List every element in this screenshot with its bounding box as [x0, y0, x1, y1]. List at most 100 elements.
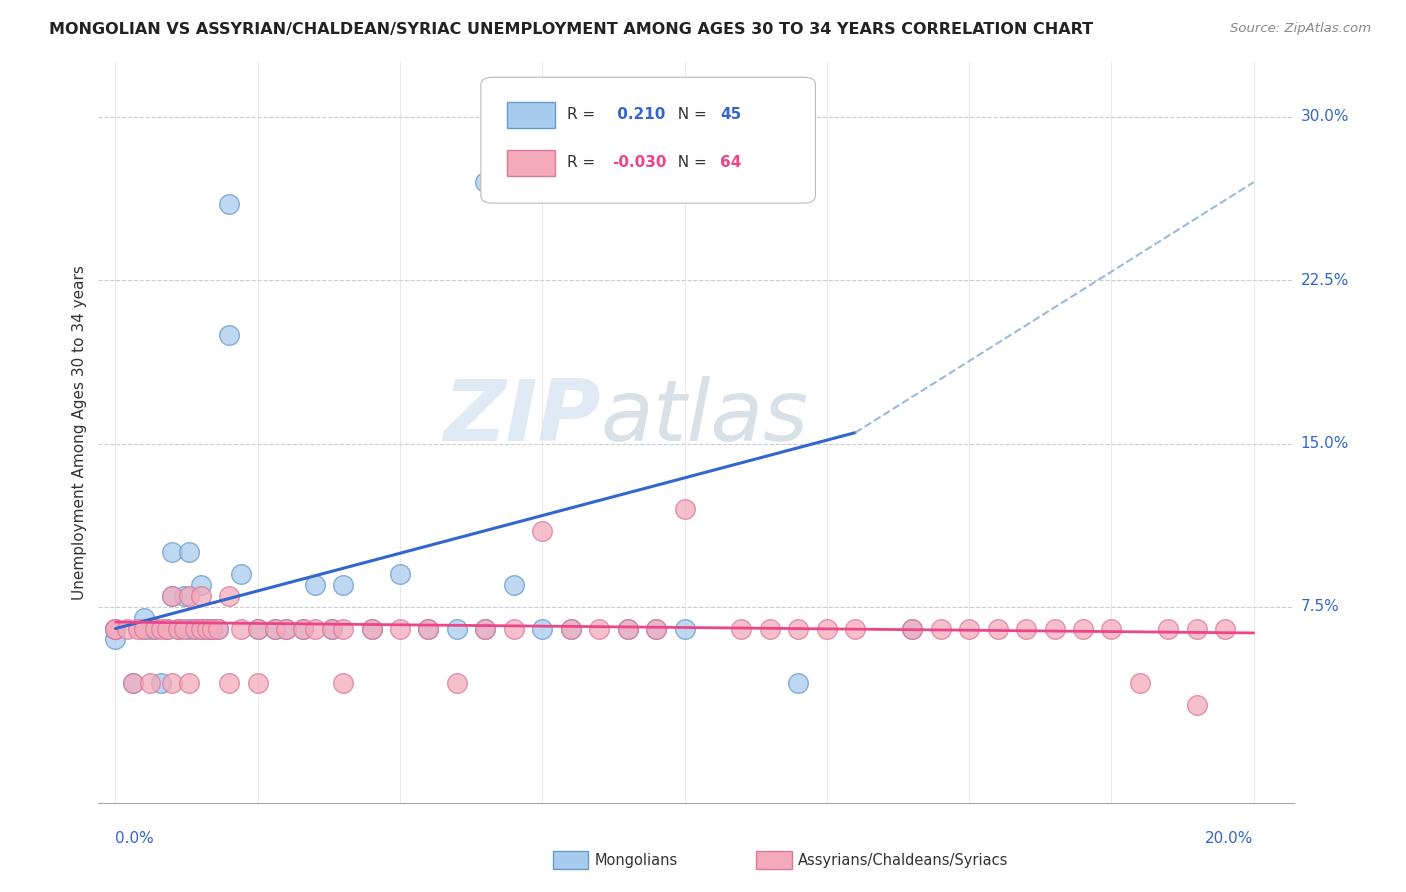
Point	[184, 622, 207, 636]
Text: 20.0%: 20.0%	[1205, 831, 1254, 847]
Point	[502, 578, 524, 592]
Point	[167, 622, 190, 636]
Point	[531, 622, 554, 636]
Text: 7.5%: 7.5%	[1301, 599, 1339, 615]
Point	[929, 622, 952, 636]
Point	[901, 622, 924, 636]
Point	[1015, 622, 1038, 636]
Point	[190, 622, 212, 636]
Point	[218, 197, 240, 211]
Point	[815, 622, 838, 636]
Point	[332, 622, 354, 636]
Point	[132, 622, 155, 636]
Point	[162, 589, 184, 603]
Point	[143, 622, 166, 636]
Point	[162, 545, 184, 559]
Point	[229, 622, 252, 636]
Point	[844, 622, 866, 636]
Point	[389, 622, 412, 636]
Point	[332, 676, 354, 690]
Point	[645, 622, 668, 636]
Point	[502, 622, 524, 636]
Y-axis label: Unemployment Among Ages 30 to 34 years: Unemployment Among Ages 30 to 34 years	[72, 265, 87, 600]
Point	[616, 622, 638, 636]
Point	[121, 676, 143, 690]
Point	[201, 622, 224, 636]
Point	[292, 622, 315, 636]
Point	[588, 622, 610, 636]
Point	[246, 622, 269, 636]
Point	[1157, 622, 1180, 636]
Point	[304, 578, 326, 592]
Point	[138, 622, 160, 636]
Point	[207, 622, 229, 636]
Point	[132, 611, 155, 625]
Point	[121, 676, 143, 690]
Point	[132, 622, 155, 636]
Point	[115, 622, 138, 636]
Point	[190, 578, 212, 592]
Point	[787, 622, 810, 636]
Point	[218, 676, 240, 690]
Point	[446, 676, 468, 690]
Point	[474, 622, 496, 636]
Point	[759, 622, 782, 636]
Point	[560, 622, 582, 636]
Point	[173, 622, 195, 636]
Text: 45: 45	[720, 107, 741, 122]
Point	[276, 622, 298, 636]
Point	[150, 622, 173, 636]
Point	[1071, 622, 1094, 636]
Text: 15.0%: 15.0%	[1301, 436, 1348, 451]
Point	[645, 622, 668, 636]
Text: R =: R =	[567, 155, 600, 169]
Point	[207, 622, 229, 636]
Point	[184, 622, 207, 636]
Point	[246, 676, 269, 690]
Point	[179, 622, 201, 636]
Text: MONGOLIAN VS ASSYRIAN/CHALDEAN/SYRIAC UNEMPLOYMENT AMONG AGES 30 TO 34 YEARS COR: MONGOLIAN VS ASSYRIAN/CHALDEAN/SYRIAC UN…	[49, 22, 1094, 37]
Point	[127, 622, 149, 636]
FancyBboxPatch shape	[481, 78, 815, 203]
Point	[195, 622, 218, 636]
Point	[190, 622, 212, 636]
Point	[104, 622, 127, 636]
Point	[138, 676, 160, 690]
Point	[560, 622, 582, 636]
Point	[418, 622, 440, 636]
Point	[304, 622, 326, 636]
Point	[156, 622, 179, 636]
Point	[673, 501, 696, 516]
Point	[167, 622, 190, 636]
Point	[673, 622, 696, 636]
Point	[787, 676, 810, 690]
Point	[179, 676, 201, 690]
Point	[1099, 622, 1122, 636]
Text: 0.0%: 0.0%	[115, 831, 155, 847]
Text: ZIP: ZIP	[443, 376, 600, 459]
Point	[616, 622, 638, 636]
Point	[263, 622, 285, 636]
Point	[143, 622, 166, 636]
Point	[332, 578, 354, 592]
FancyBboxPatch shape	[553, 851, 589, 870]
Text: atlas: atlas	[600, 376, 808, 459]
Point	[276, 622, 298, 636]
Point	[104, 632, 127, 647]
Text: Assyrians/Chaldeans/Syriacs: Assyrians/Chaldeans/Syriacs	[797, 853, 1008, 868]
Point	[321, 622, 343, 636]
Text: 22.5%: 22.5%	[1301, 273, 1348, 288]
Point	[156, 622, 179, 636]
Point	[360, 622, 382, 636]
Point	[201, 622, 224, 636]
Point	[389, 567, 412, 582]
Point	[957, 622, 980, 636]
Text: -0.030: -0.030	[613, 155, 666, 169]
Point	[104, 622, 127, 636]
Point	[150, 676, 173, 690]
Text: N =: N =	[668, 155, 711, 169]
Point	[901, 622, 924, 636]
Point	[292, 622, 315, 636]
Point	[321, 622, 343, 636]
Point	[1185, 622, 1208, 636]
